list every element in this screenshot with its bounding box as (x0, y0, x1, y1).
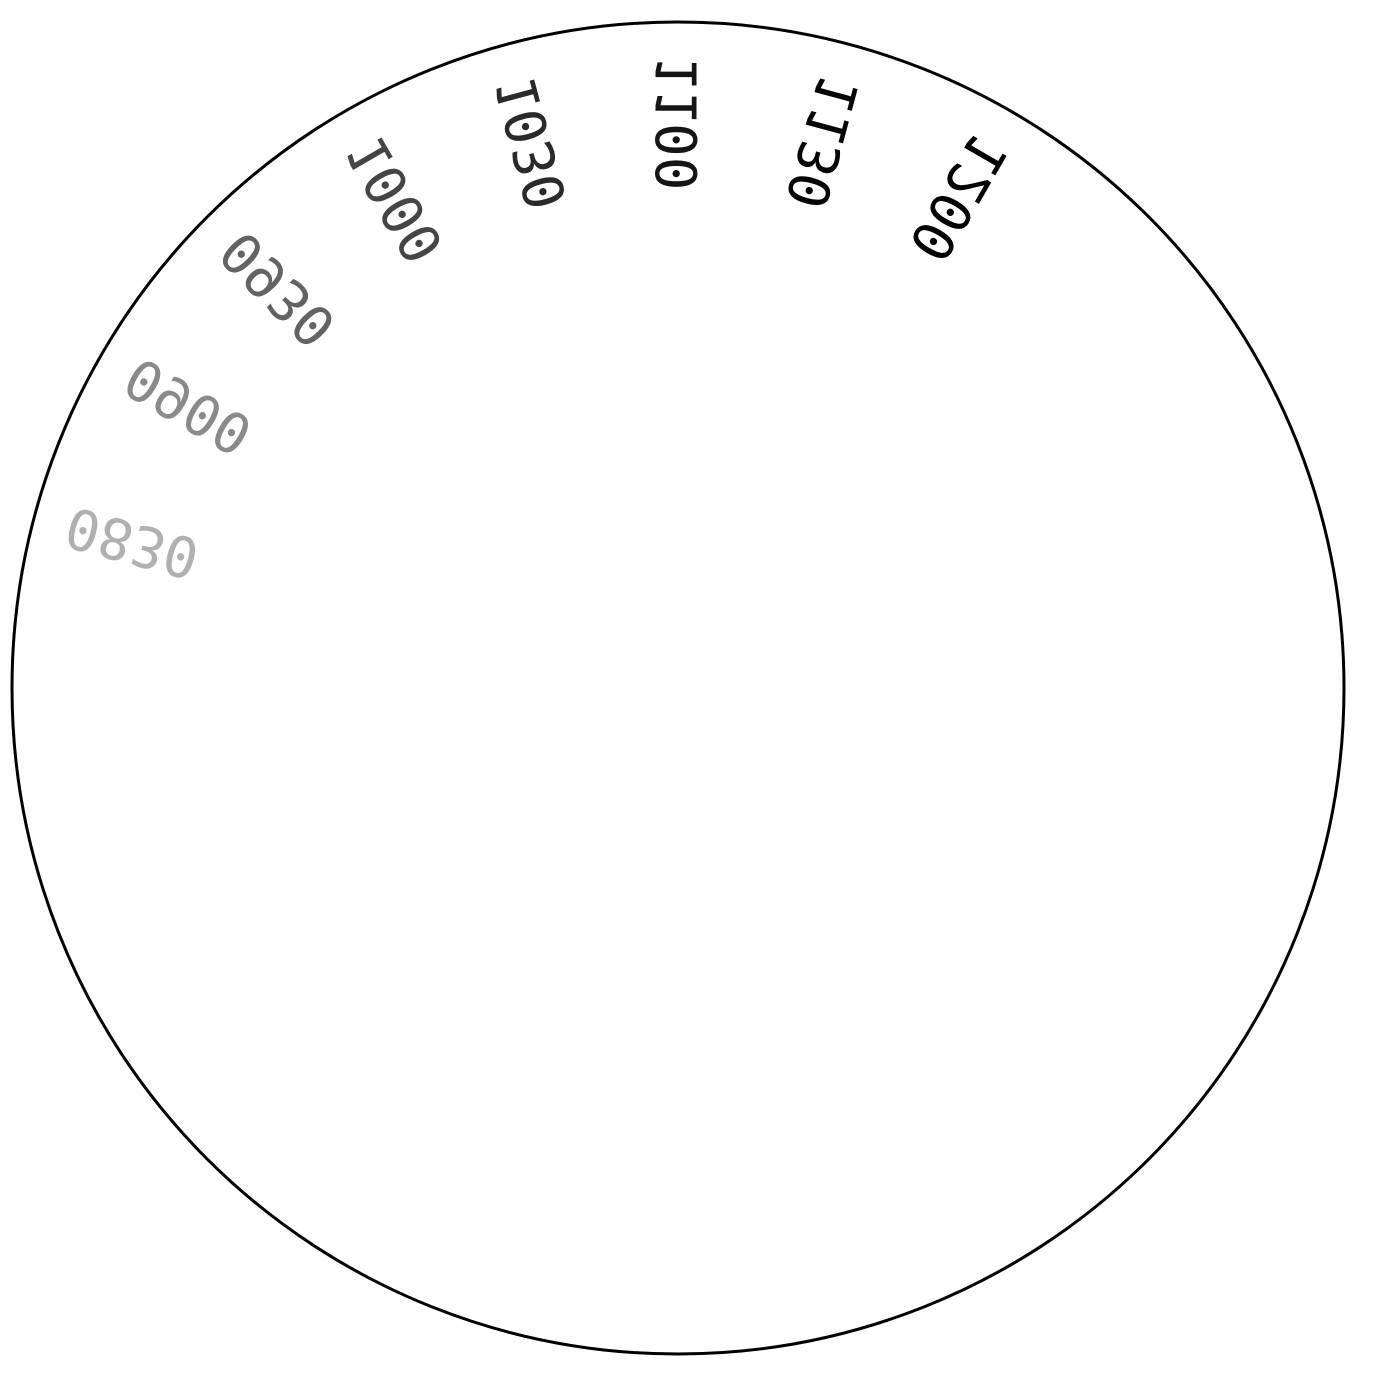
time-label-1100: 1100 (646, 56, 711, 191)
time-label-1000: 1000 (334, 124, 458, 273)
time-label-0830: 0830 (59, 493, 206, 591)
time-label-1130: 1130 (775, 69, 873, 216)
time-label-0900: 0900 (114, 344, 263, 468)
time-label-1200: 1200 (899, 124, 1023, 273)
time-label-0930: 0930 (208, 218, 349, 359)
dial-circle (10, 20, 1346, 1356)
time-label-1030: 1030 (483, 69, 581, 216)
